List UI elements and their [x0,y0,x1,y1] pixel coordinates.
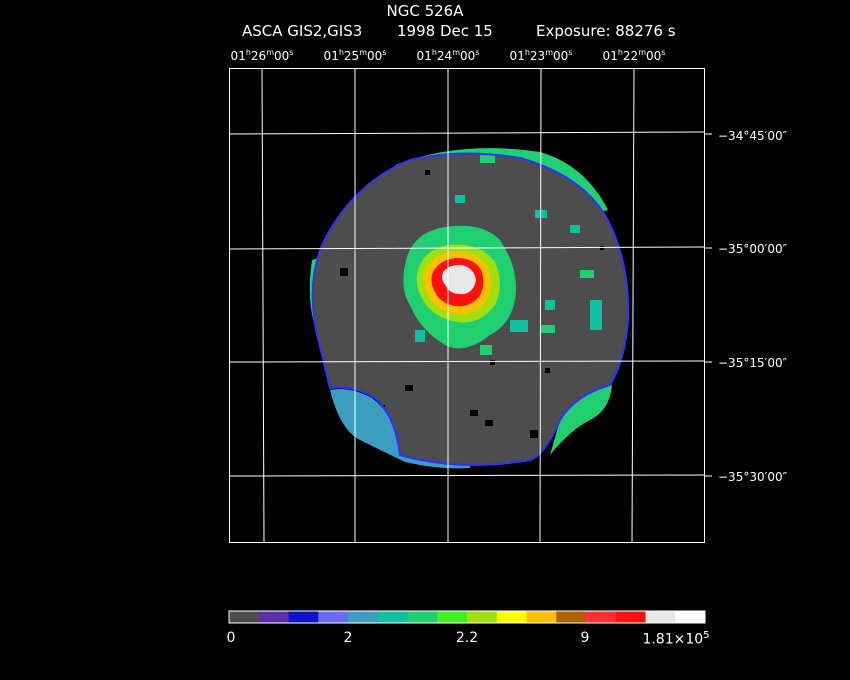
colorbar-swatch [348,611,379,623]
fov-fringe-bottomleft [330,389,470,469]
colorbar-max-label: 1.81×105 [642,630,710,648]
colorbar-swatch [615,611,646,623]
fov-outline [311,152,630,466]
colorbar-label: 0 [226,630,236,646]
fov-fringe-right [550,385,612,455]
ra-tick-label: 01h25m00s [323,48,387,63]
instrument-label: ASCA GIS2,GIS3 [242,22,363,40]
colorbar-swatch [407,611,438,623]
dec-tick-label: −35°30′00″ [718,470,788,484]
colorbar [229,611,706,623]
ra-tick-label: 01h26m00s [230,48,294,63]
colorbar-label: 2.2 [455,630,479,646]
colorbar-swatch [586,611,617,623]
colorbar-swatch [645,611,676,623]
colorbar-swatch [318,611,349,623]
exposure-label: Exposure: 88276 s [536,22,676,40]
ra-tick-label: 01h23m00s [509,48,573,63]
ra-tick-label: 01h24m00s [416,48,480,63]
colorbar-frame [228,610,706,624]
colorbar-swatch [437,611,468,623]
colorbar-swatch [288,611,319,623]
fov-fringe-top [395,148,608,212]
dec-tick-label: −34°45′00″ [718,129,788,143]
colorbar-swatch [556,611,587,623]
colorbar-swatch [258,611,289,623]
ra-tick-label: 01h22m00s [602,48,666,63]
colorbar-swatch [229,611,260,623]
colorbar-swatch [526,611,557,623]
dec-tick-label: −35°00′00″ [718,242,788,256]
colorbar-swatch [377,611,408,623]
colorbar-label: 9 [580,630,590,646]
colorbar-swatch [496,611,527,623]
colorbar-swatch [467,611,498,623]
dec-tick-label: −35°15′00″ [718,356,788,370]
colorbar-label: 2 [343,630,353,646]
plot-title: NGC 526A [386,2,464,20]
date-label: 1998 Dec 15 [397,22,493,40]
coordinate-grid [228,67,712,544]
colorbar-swatch [675,611,706,623]
image-frame [229,68,705,543]
source-core [442,264,476,295]
